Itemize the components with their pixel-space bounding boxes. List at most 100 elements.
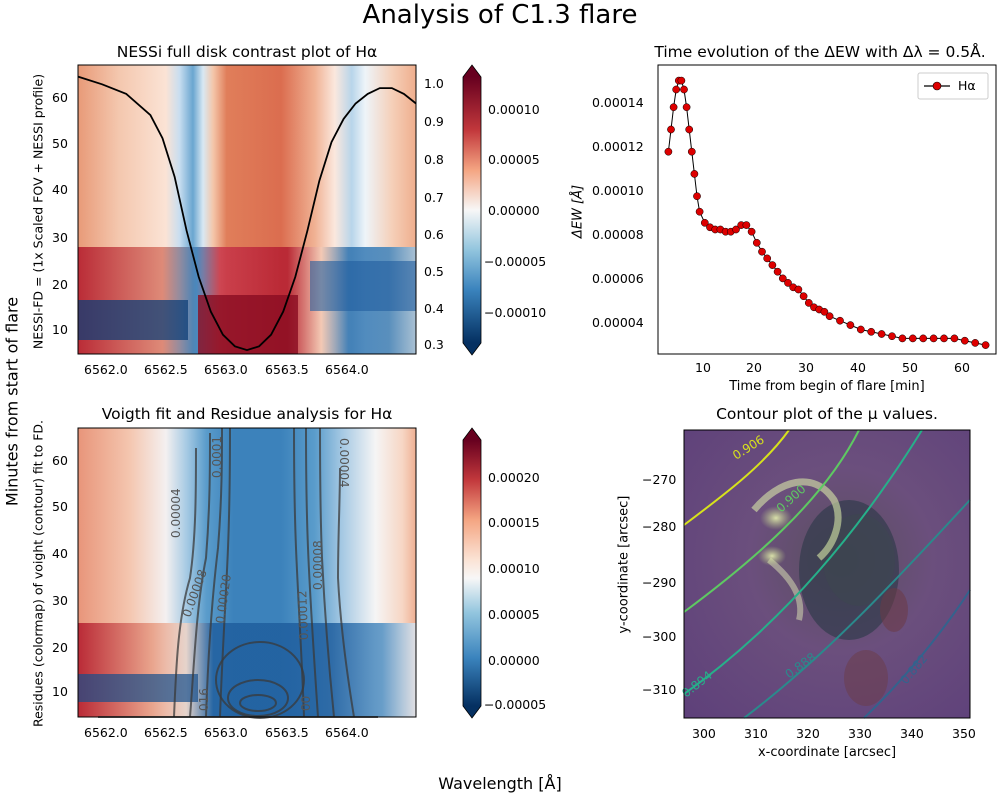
ew-data-point [940,334,948,343]
mu-ytick: −280 [642,519,677,534]
contrast-xtick: 6564.0 [325,362,369,377]
residue-colorbar-tick: 0.00020 [488,470,540,485]
residue-contour-label: 0.0001 [210,436,224,478]
contrast-plot [77,64,417,355]
mu-title: Contour plot of the μ values. [716,405,938,423]
ew-title: Time evolution of the ΔEW with Δλ = 0.5Å… [654,43,986,61]
mu-ytick: −300 [642,629,677,644]
residue-contour-label: 0.00008 [311,540,325,590]
contrast-xtick: 6562.0 [84,362,128,377]
ew-legend [917,72,989,100]
residue-ytick: 40 [52,546,68,561]
shared-y-label: Minutes from start of flare [2,296,22,507]
figure-title: Analysis of C1.3 flare [362,0,638,30]
ew-data-point [820,307,829,316]
residue-contour-label: 0.00004 [337,438,351,488]
contrast-colorbar-tick: 0.00000 [488,203,540,218]
ew-data-point [960,336,969,345]
ew-data-point [677,76,686,85]
mu-xtick: 310 [744,726,768,741]
contrast-ytick: 10 [52,322,68,337]
mu-xtick: 320 [796,726,820,741]
ew-ylabel: ΔEW [Å] [570,184,586,239]
ew-data-point [687,147,696,156]
contrast-ytick: 30 [52,230,68,245]
mu-xtick: 300 [692,726,716,741]
contrast-xtick: 6562.5 [144,362,188,377]
profile-axis-tick: 0.5 [424,264,444,279]
contrast-ytick: 50 [52,136,68,151]
residue-ytick: 30 [52,593,68,608]
mu-ylabel: y-coordinate [arcsec] [616,495,632,634]
mu-xtick: 340 [900,726,924,741]
ew-data-point [778,274,787,283]
mu-ytick: −270 [642,472,677,487]
ew-data-point [867,327,876,336]
residue-colorbar-tick: 0.00015 [488,515,540,530]
residue-xtick: 6563.0 [204,725,248,740]
ew-data-point [856,325,865,334]
residue-contour-label: 016 [197,688,211,711]
shared-x-label: Wavelength [Å] [438,774,562,793]
ew-ytick: 0.00006 [592,271,644,286]
residue-xtick: 6562.0 [84,725,128,740]
ew-data-point [898,334,907,343]
ew-ytick: 0.00012 [592,139,644,154]
ew-data-point [804,299,813,307]
ew-data-point [846,321,855,329]
ew-data-point [664,147,673,156]
residue-contour-label: 0.00012 [295,590,311,640]
profile-axis-tick: 1.0 [424,76,444,91]
ew-data-point [825,312,834,321]
residue-ylabel: Residues (colormap) of voight (contour) … [30,420,46,728]
ew-legend-label: Hα [958,78,976,93]
ew-data-point [981,341,990,349]
profile-axis-tick: 0.8 [424,152,444,167]
ew-ytick: 0.00004 [592,315,644,330]
ew-data-point [695,207,704,216]
mu-ytick: −310 [642,682,677,697]
contrast-colorbar-tick: 0.00005 [488,152,540,167]
ew-xtick: 30 [798,360,814,375]
residue-contour-label: 0.00004 [169,488,183,538]
ew-data-point [682,103,691,112]
ew-plot [657,64,997,355]
residue-colorbar-tick: 0.00000 [488,653,540,668]
ew-data-point [732,225,740,234]
contrast-xtick: 6563.0 [204,362,248,377]
residue-title: Voigth fit and Residue analysis for Hα [101,405,393,423]
mu-plot: 0.906 0.900 0.894 0.888 0.882 [679,429,971,719]
contrast-colorbar-tick: 0.00010 [488,102,540,117]
contrast-colorbar [462,64,482,356]
residue-xtick: 6562.5 [144,725,188,740]
ew-data-point [747,227,756,236]
mu-xtick: 350 [952,726,976,741]
residue-xtick: 6564.0 [325,725,369,740]
residue-ytick: 60 [52,453,68,468]
residue-ytick: 20 [52,640,68,655]
residue-ytick: 10 [52,684,68,699]
contrast-ytick: 40 [52,182,68,197]
residue-colorbar-tick: 0.00010 [488,561,540,576]
ew-xtick: 20 [746,360,762,375]
ew-ytick: 0.00010 [592,183,644,198]
ew-data-point [908,334,917,343]
ew-data-point [768,261,777,269]
contrast-colorbar-tick: −0.00005 [484,254,547,269]
ew-data-point [752,238,761,247]
ew-data-point [919,334,928,343]
ew-data-point [784,279,792,287]
ew-xlabel: Time from begin of flare [min] [729,379,925,394]
ew-data-point [971,339,980,347]
ew-ytick: 0.00014 [592,95,644,110]
residue-plot: 0.00004 0.00008 0.0001 0.00020 0.00012 0… [77,427,417,719]
ew-data-point [794,285,803,294]
ew-data-point [693,192,701,201]
ew-data-point [929,334,938,343]
ew-data-point [672,85,681,94]
residue-contour-label: 00 [299,696,313,711]
residue-ytick: 50 [52,499,68,514]
ew-data-point [742,221,751,229]
profile-axis-tick: 0.7 [424,190,444,205]
ew-xtick: 50 [902,360,918,375]
